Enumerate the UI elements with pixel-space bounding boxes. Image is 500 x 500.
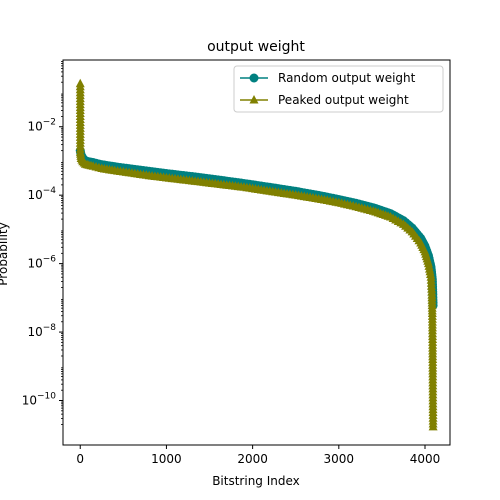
legend-frame bbox=[233, 65, 444, 113]
x-tick-label: 2000 bbox=[237, 452, 268, 466]
x-tick-label: 0 bbox=[76, 452, 84, 466]
series-layer bbox=[75, 78, 438, 431]
x-axis: 0 1000 2000 3000 4000 bbox=[76, 445, 440, 466]
legend-label-peaked: Peaked output weight bbox=[278, 93, 409, 107]
legend-label-random: Random output weight bbox=[278, 71, 416, 85]
x-tick-label: 3000 bbox=[324, 452, 355, 466]
x-tick-label: 1000 bbox=[151, 452, 182, 466]
x-tick-label: 4000 bbox=[410, 452, 441, 466]
data-point-peaked bbox=[428, 421, 438, 431]
legend-marker-random bbox=[249, 73, 259, 83]
axes-frame bbox=[62, 59, 451, 446]
x-axis-label: Bitstring Index bbox=[212, 474, 300, 488]
chart-title: output weight bbox=[207, 39, 305, 55]
legend: Random output weight Peaked output weigh… bbox=[233, 65, 444, 113]
legend-marker-peaked bbox=[249, 95, 259, 104]
y-axis-label: Probability bbox=[0, 222, 10, 285]
